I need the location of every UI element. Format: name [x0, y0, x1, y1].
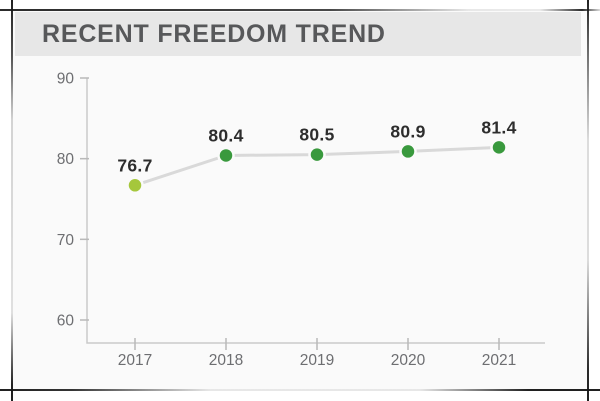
data-point-label: 80.4 — [208, 125, 243, 145]
x-axis-tick-label: 2018 — [209, 352, 243, 369]
y-axis-tick-label: 80 — [57, 151, 75, 168]
data-point — [308, 145, 326, 164]
x-axis-tick-label: 2020 — [391, 352, 426, 369]
header-bar: RECENT FREEDOM TREND — [15, 12, 581, 56]
data-point-label: 80.9 — [390, 121, 425, 141]
data-point — [217, 146, 235, 165]
data-point-label: 76.7 — [117, 155, 152, 175]
data-point — [126, 176, 144, 195]
data-point-label: 81.4 — [481, 117, 516, 137]
x-axis-tick-label: 2017 — [118, 352, 152, 369]
data-point — [399, 142, 417, 161]
chart-axes — [86, 78, 545, 344]
y-axis-tick-label: 60 — [57, 313, 75, 330]
content-background — [13, 11, 587, 389]
data-point — [490, 138, 508, 157]
y-axis-tick-label: 90 — [57, 71, 75, 88]
x-axis-tick-label: 2021 — [482, 352, 516, 369]
x-axis-tick-label: 2019 — [300, 352, 334, 369]
page-title: RECENT FREEDOM TREND — [42, 19, 386, 48]
y-axis-tick-label: 70 — [57, 232, 75, 249]
data-point-label: 80.5 — [299, 125, 334, 145]
